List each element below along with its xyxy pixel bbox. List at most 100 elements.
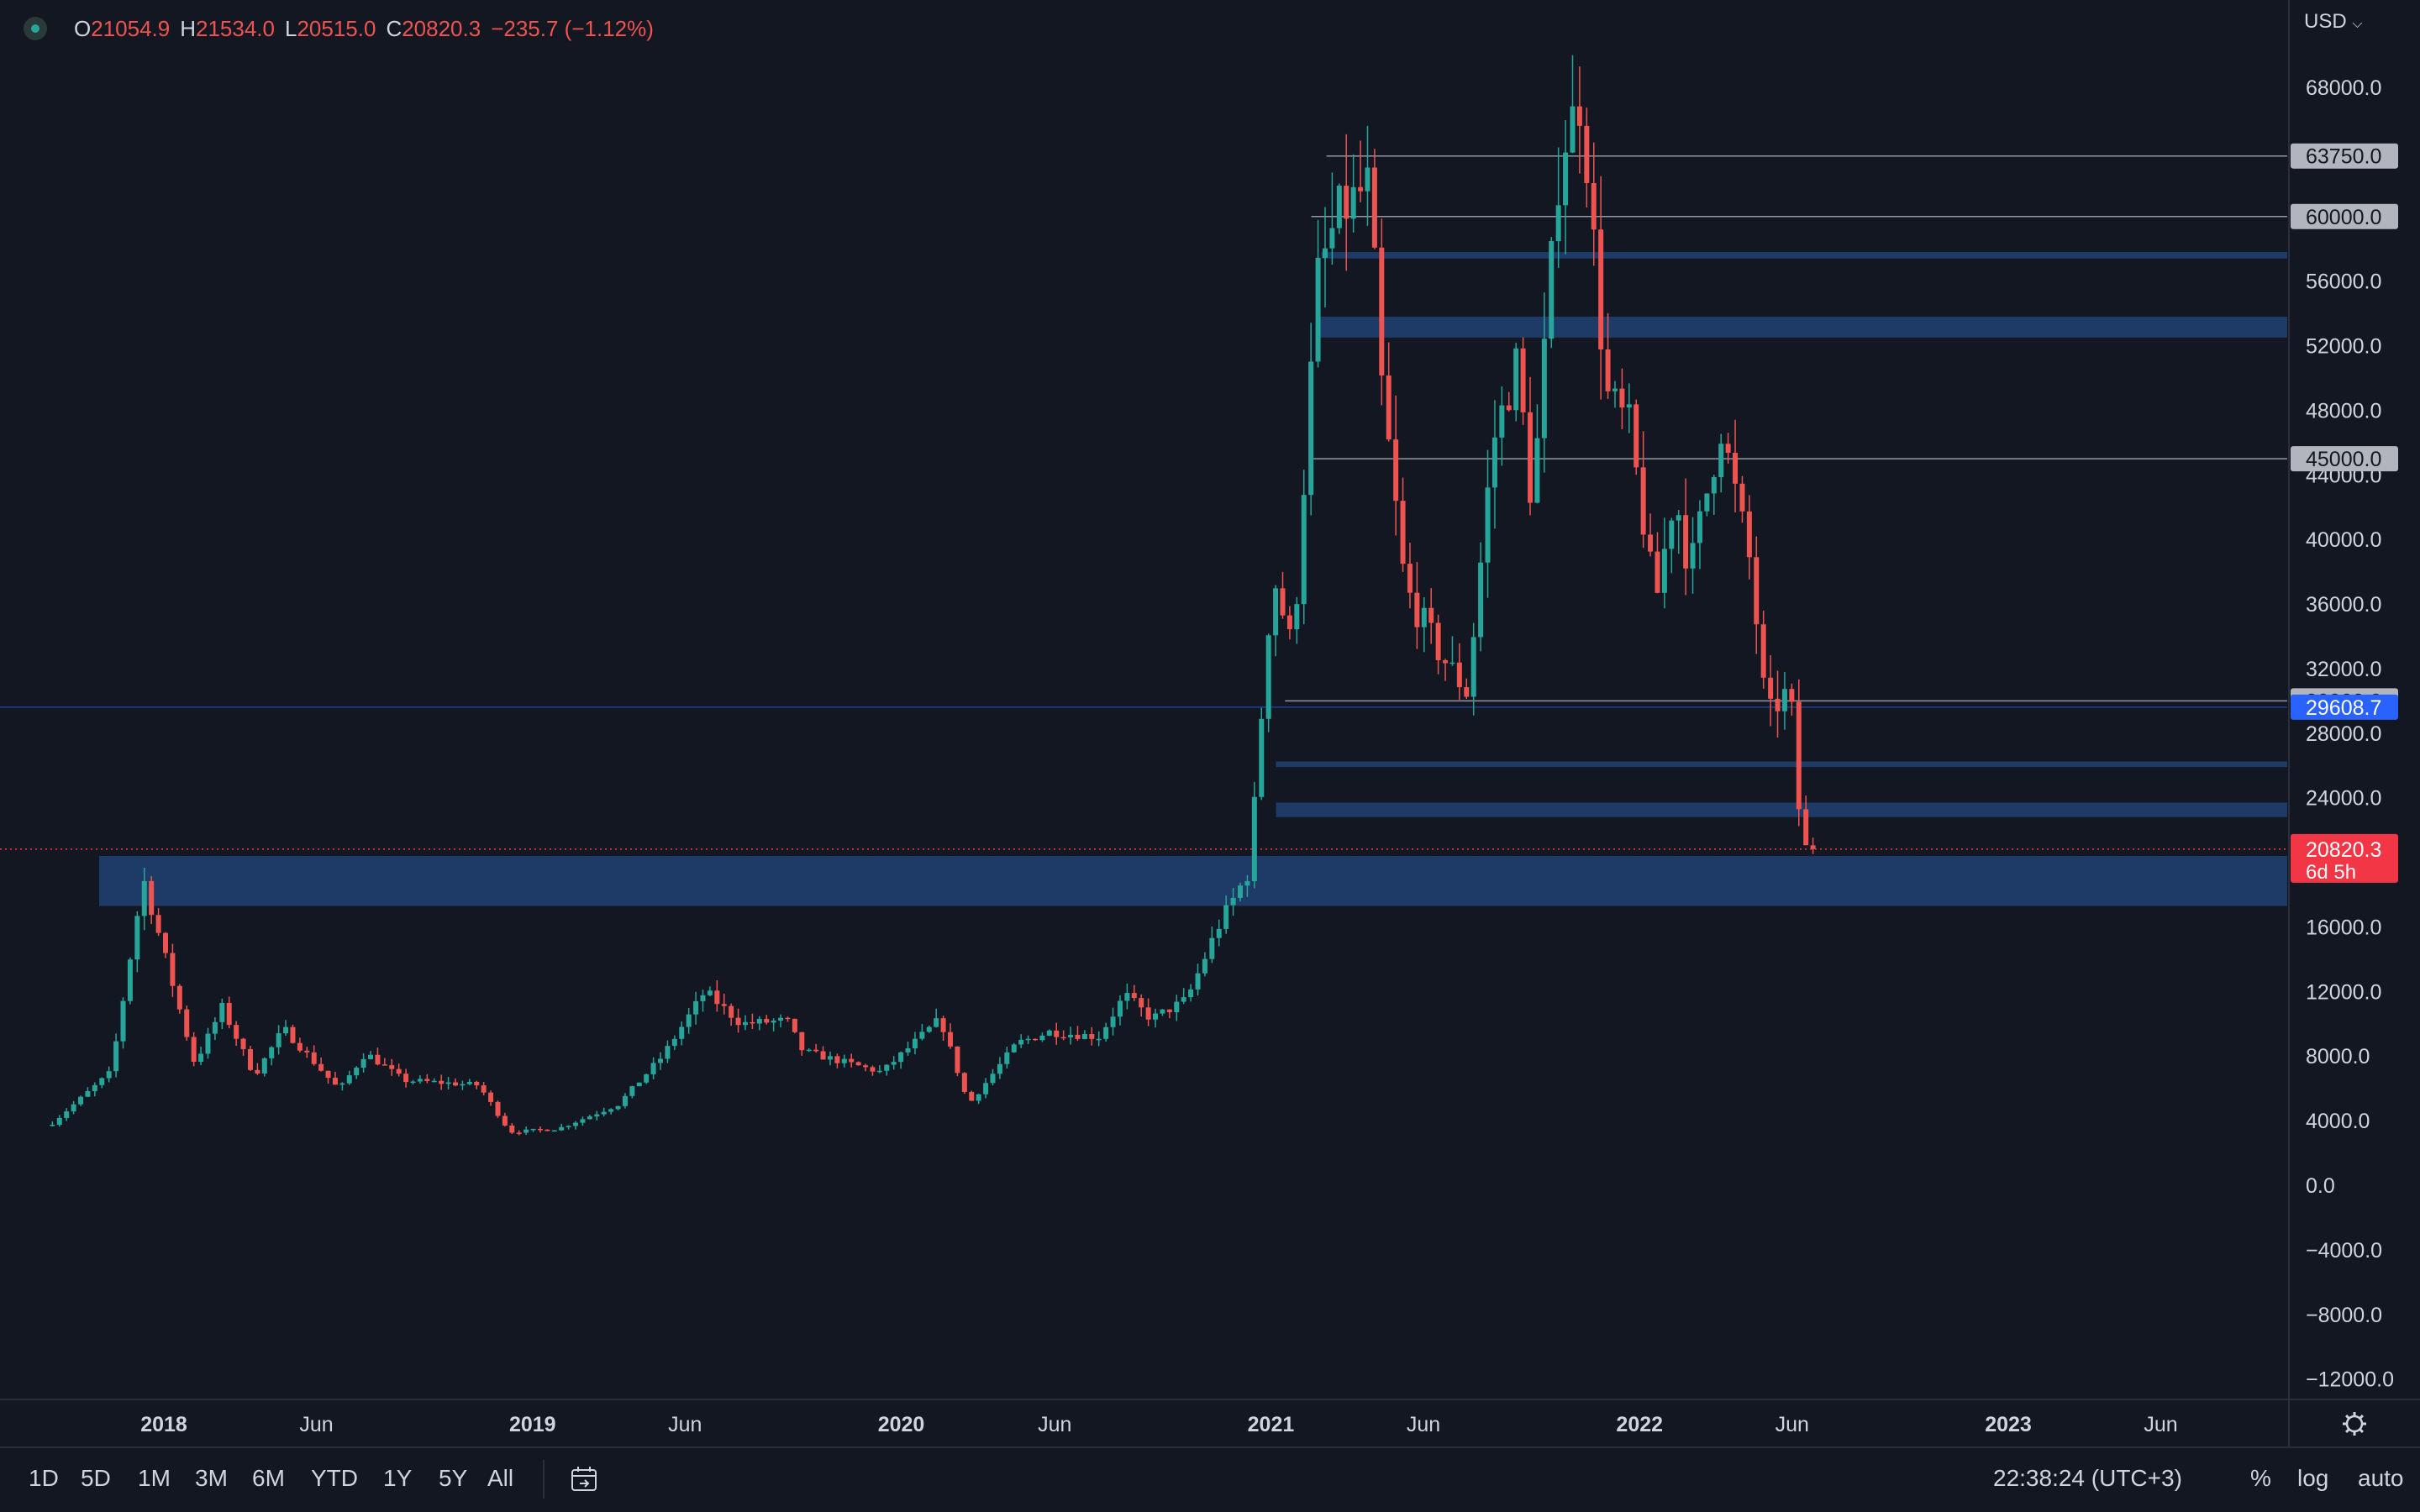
candle-body [106,1071,112,1079]
candle-body [176,985,182,1010]
candle-body [679,1026,685,1039]
range-button-6m[interactable]: 6M [252,1465,285,1491]
candle-body [997,1063,1002,1074]
candle-body [870,1067,876,1072]
toolbar-divider [543,1460,544,1499]
candle-body [961,1073,967,1092]
candle-body [396,1068,402,1074]
candle-body [1725,444,1731,454]
candle-body [1124,993,1130,1001]
range-button-ytd[interactable]: YTD [311,1465,358,1491]
candle-body [1754,557,1760,625]
candle-body [85,1090,91,1097]
candle-body [1598,229,1604,350]
candle-body [1648,534,1654,552]
candle-body [466,1081,472,1084]
candle-body [276,1033,281,1047]
y-tick-label: 24000.0 [2306,787,2381,811]
range-button-5d[interactable]: 5D [81,1465,111,1491]
percent-toggle[interactable]: % [2250,1465,2271,1491]
gear-tooth [2359,1428,2364,1433]
clock-time[interactable]: 22:38:24 (UTC+3) [1993,1465,2182,1491]
candle-body [1428,607,1434,623]
candle-body [1350,186,1356,219]
auto-toggle[interactable]: auto [2358,1465,2404,1491]
candle-body [1018,1039,1024,1045]
candle-body [439,1080,445,1084]
chart-canvas[interactable]: 68000.064000.060000.056000.052000.048000… [0,0,2420,1448]
candle-body [1393,439,1399,501]
candle-body [608,1109,614,1112]
candle-body [1563,152,1569,206]
calendar-range-icon[interactable] [570,1465,600,1495]
range-button-5y[interactable]: 5Y [439,1465,468,1491]
candle-body [1202,958,1207,974]
log-toggle[interactable]: log [2297,1465,2329,1491]
range-button-all[interactable]: All [487,1465,514,1491]
candle-body [1060,1037,1066,1039]
low-value: 20515.0 [297,15,376,41]
candle-body [1796,701,1802,810]
candle-body [1358,186,1364,192]
close-value: 20820.3 [402,15,481,41]
range-button-1y[interactable]: 1Y [383,1465,413,1491]
range-button-3m[interactable]: 3M [195,1465,228,1491]
candle-body [1690,543,1696,569]
candle-body [1541,339,1547,438]
candle-body [1244,881,1250,886]
candle-body [580,1119,586,1123]
candle-body [1216,928,1222,938]
candle-body [1676,515,1681,521]
currency-selector[interactable]: USD ⌵ [2304,10,2362,34]
gear-icon[interactable] [2343,1412,2366,1436]
candle-body [247,1048,253,1070]
axis-layer: 68000.064000.060000.056000.052000.048000… [0,0,2420,1448]
candle-body [1344,186,1349,219]
candle-body [1491,437,1497,488]
level-price-tag-bg [2291,203,2398,229]
candle-body [1103,1026,1109,1039]
range-button-1d[interactable]: 1D [29,1465,59,1491]
candle-body [191,1037,197,1063]
low-label: L [284,15,297,41]
candle-body [1414,592,1420,627]
candle-body [346,1075,352,1084]
candle-body [806,1049,812,1052]
candle-body [827,1056,833,1060]
candle-body [226,1002,232,1026]
candle-body [756,1018,762,1024]
y-tick-label: 32000.0 [2306,658,2381,681]
candle-body [1025,1038,1031,1041]
candle-body [1273,588,1279,636]
chevron-down-icon: ⌵ [2352,17,2363,31]
candle-body [898,1052,904,1063]
candle-body [452,1082,458,1086]
candle-body [134,916,140,960]
candle-body [198,1053,204,1063]
candle-body [1251,796,1257,882]
candle-body [389,1065,395,1069]
candle-body [1308,361,1314,496]
candle-body [170,953,176,986]
gear-tooth [2345,1428,2350,1433]
range-button-1m[interactable]: 1M [138,1465,171,1491]
candle-body [587,1116,592,1120]
candle-body [1555,205,1561,242]
candle-body [460,1084,466,1086]
candle-body [1139,998,1144,1008]
candle-body [658,1058,664,1063]
candle-body [1181,997,1186,1002]
y-tick-label: 52000.0 [2306,335,2381,359]
candle-body [1075,1034,1081,1039]
high-value: 21534.0 [196,15,275,41]
candle-body [1315,258,1321,362]
candle-body [876,1070,882,1073]
candle-body [1760,624,1766,678]
candle-body [304,1050,310,1053]
candle-body [1513,348,1519,411]
candle-body [149,880,155,916]
candle-body [530,1128,536,1131]
candle-body [516,1132,522,1134]
change-value: −235.7 (−1.12%) [491,15,654,41]
y-tick-label: −4000.0 [2306,1239,2382,1263]
